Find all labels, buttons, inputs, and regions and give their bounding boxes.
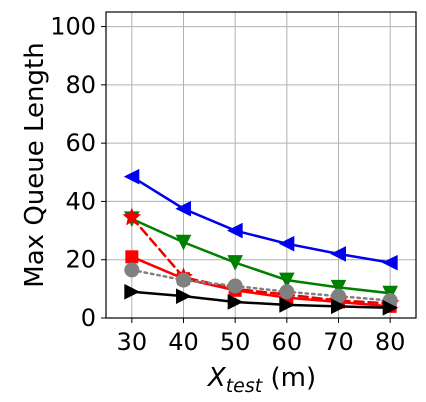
series-6-point — [279, 297, 295, 313]
series-2-point — [227, 255, 243, 271]
x-ticks: 30 40 50 60 70 80 — [117, 318, 406, 356]
series-5 — [124, 262, 398, 309]
series-1-point — [330, 246, 346, 262]
series-1-point — [175, 200, 191, 217]
series-3-line — [130, 216, 392, 305]
series-4-line — [130, 255, 392, 308]
series-5-point — [176, 272, 191, 288]
y-tick-label: 40 — [65, 187, 96, 215]
series-1-point — [278, 235, 295, 252]
plot-frame — [105, 11, 417, 319]
series-6-point — [331, 298, 347, 315]
series-6-point — [124, 283, 140, 300]
series-1-line — [130, 175, 392, 264]
series-6-line — [130, 290, 392, 310]
series-2-point — [175, 234, 192, 251]
series-5-point — [279, 284, 295, 300]
series-2-line — [130, 217, 392, 295]
series-1-point — [382, 254, 398, 271]
y-ticks: 0 20 40 60 80 100 — [50, 13, 106, 332]
y-tick-label: 0 — [81, 304, 96, 332]
x-axis-title-unit: (m) — [262, 363, 316, 393]
series-1 — [123, 168, 398, 271]
grid — [106, 12, 416, 319]
series-6-point — [176, 288, 192, 304]
series-2-point — [279, 272, 295, 289]
x-tick-label: 80 — [375, 328, 406, 356]
series-4-point — [125, 250, 139, 264]
series-2-point — [330, 279, 347, 296]
x-tick-label: 30 — [117, 328, 148, 356]
series-6-point — [227, 294, 244, 310]
series-5-line — [130, 268, 392, 302]
x-axis-title: Xtest (m) — [206, 363, 316, 397]
y-tick-label: 20 — [65, 246, 96, 274]
series-1-point — [227, 222, 243, 239]
series-5-point — [124, 262, 140, 278]
series-6 — [124, 283, 399, 316]
series-5-point — [227, 278, 243, 294]
series-6-point — [382, 299, 399, 316]
series-layer — [122, 168, 400, 316]
series-1-point — [123, 168, 140, 185]
y-tick-label: 80 — [65, 71, 96, 99]
x-tick-label: 60 — [272, 328, 303, 356]
series-3-point — [122, 207, 142, 226]
x-tick-label: 50 — [220, 328, 251, 356]
y-axis-title: Max Queue Length — [20, 42, 50, 287]
x-axis-title-subscript: test — [226, 375, 264, 397]
y-tick-label: 60 — [65, 129, 96, 157]
x-tick-label: 70 — [323, 328, 354, 356]
y-tick-label: 100 — [50, 13, 96, 41]
x-tick-label: 40 — [168, 328, 199, 356]
x-axis-title-main: X — [206, 363, 227, 393]
